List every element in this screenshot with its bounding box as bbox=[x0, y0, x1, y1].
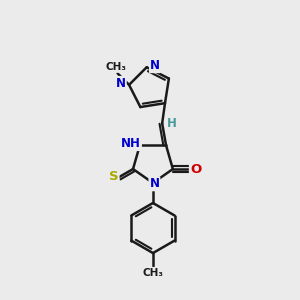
Text: N: N bbox=[116, 77, 126, 90]
Text: CH₃: CH₃ bbox=[106, 62, 127, 72]
Text: NH: NH bbox=[121, 137, 141, 150]
Text: CH₃: CH₃ bbox=[142, 268, 164, 278]
Text: O: O bbox=[190, 163, 201, 176]
Text: N: N bbox=[149, 177, 159, 190]
Text: H: H bbox=[167, 117, 176, 130]
Text: S: S bbox=[109, 170, 118, 183]
Text: N: N bbox=[150, 59, 160, 72]
